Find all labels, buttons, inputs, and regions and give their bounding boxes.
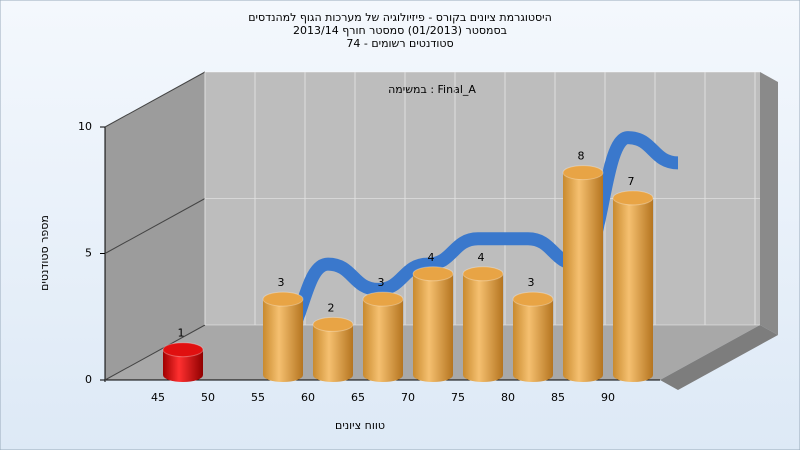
data-label: 4 bbox=[478, 251, 485, 264]
data-label: 3 bbox=[528, 276, 535, 289]
annotation: Final_A : במשימה bbox=[388, 83, 476, 96]
bar-top bbox=[512, 291, 554, 307]
bar-top bbox=[462, 266, 504, 282]
bar bbox=[463, 273, 503, 382]
y-tick-label: 0 bbox=[85, 373, 92, 386]
data-label: 3 bbox=[278, 276, 285, 289]
bar-top bbox=[262, 291, 304, 307]
bar-top bbox=[412, 266, 454, 282]
y-tick-label: 10 bbox=[78, 120, 92, 133]
chart-subtitle: בסמסטר (01/2013) סמסטר חורף 2013/14 bbox=[293, 24, 507, 37]
x-tick-label: 65 bbox=[351, 391, 365, 404]
bar bbox=[263, 299, 303, 382]
x-tick-label: 85 bbox=[551, 391, 565, 404]
bar bbox=[363, 299, 403, 382]
data-label: 2 bbox=[328, 301, 335, 314]
bar-top bbox=[162, 342, 204, 358]
y-tick-label: 5 bbox=[85, 247, 92, 260]
data-label: 3 bbox=[378, 276, 385, 289]
bar bbox=[413, 273, 453, 382]
grid-line bbox=[104, 324, 206, 381]
bar bbox=[613, 197, 653, 382]
x-tick-label: 75 bbox=[451, 391, 465, 404]
x-tick-label: 80 bbox=[501, 391, 515, 404]
x-tick-label: 50 bbox=[201, 391, 215, 404]
bar-top bbox=[612, 190, 654, 206]
chart-title: היסטוגרמת ציונים בקורס - פיזיולוגיה של מ… bbox=[248, 11, 552, 24]
x-tick-label: 55 bbox=[251, 391, 265, 404]
bar-top bbox=[362, 291, 404, 307]
x-tick-label: 90 bbox=[601, 391, 615, 404]
y-axis-label: מספר סטודנטים bbox=[38, 215, 51, 291]
bar bbox=[163, 349, 203, 382]
bar bbox=[563, 172, 603, 382]
x-tick-label: 70 bbox=[401, 391, 415, 404]
bar-top bbox=[562, 165, 604, 181]
trend-ribbon bbox=[276, 131, 679, 347]
chart-subtitle: סטודנטים רשומים - 74 bbox=[346, 37, 453, 50]
data-label: 4 bbox=[428, 251, 435, 264]
grid-line bbox=[104, 71, 206, 128]
bar bbox=[513, 299, 553, 382]
data-label: 7 bbox=[628, 175, 635, 188]
data-label: 1 bbox=[178, 327, 185, 340]
back-wall-edge bbox=[760, 72, 778, 335]
bar-top bbox=[312, 316, 354, 332]
bar bbox=[313, 324, 353, 382]
x-tick-label: 60 bbox=[301, 391, 315, 404]
floor-edge bbox=[660, 325, 778, 390]
x-tick-label: 45 bbox=[151, 391, 165, 404]
data-label: 8 bbox=[578, 150, 585, 163]
grid-line bbox=[104, 198, 206, 254]
x-axis-label: טווח ציונים bbox=[335, 419, 385, 432]
